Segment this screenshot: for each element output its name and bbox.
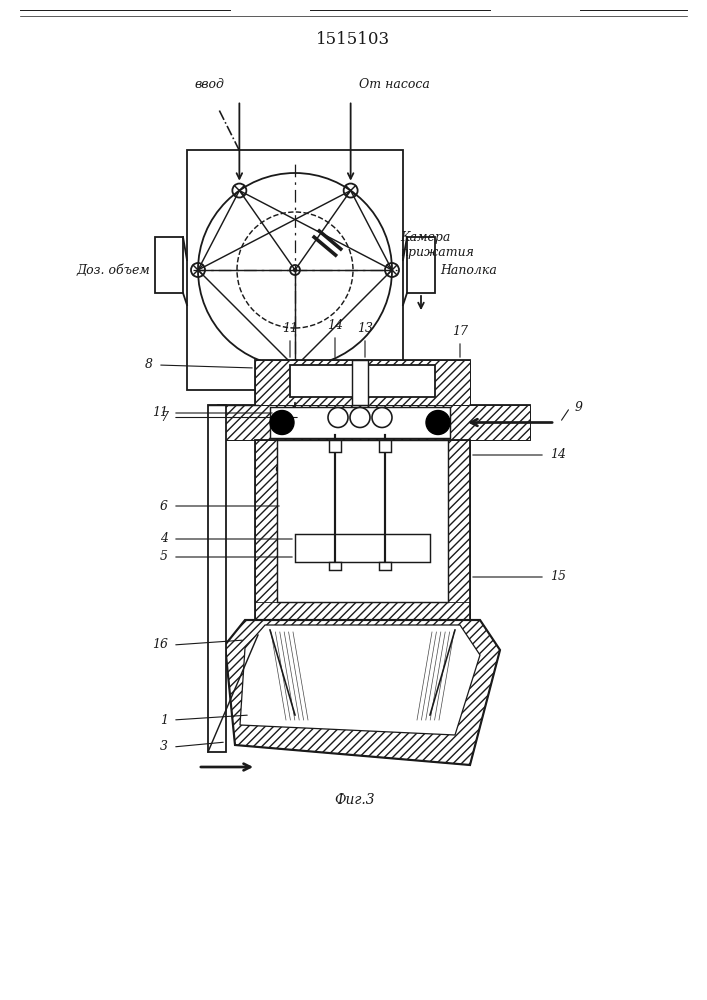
Bar <box>155 237 183 293</box>
Circle shape <box>372 408 392 428</box>
Text: 9: 9 <box>575 401 583 414</box>
Bar <box>352 360 368 405</box>
Circle shape <box>293 268 296 271</box>
Circle shape <box>426 410 450 434</box>
Text: 5: 5 <box>160 550 168 564</box>
Text: 11: 11 <box>282 322 298 335</box>
Text: Камера
прижатия: Камера прижатия <box>400 231 474 259</box>
Polygon shape <box>218 405 530 440</box>
Bar <box>270 407 450 438</box>
Text: 13: 13 <box>357 322 373 335</box>
Bar <box>187 150 403 390</box>
Bar <box>295 534 430 562</box>
Text: 11: 11 <box>152 406 168 420</box>
Polygon shape <box>240 625 480 735</box>
Text: Фиг.3: Фиг.3 <box>334 793 375 807</box>
Text: Фиг.2: Фиг.2 <box>275 463 315 477</box>
Text: 14: 14 <box>550 448 566 462</box>
Text: ввод: ввод <box>194 78 224 91</box>
Text: От насоса: От насоса <box>358 78 430 91</box>
Bar <box>329 562 341 570</box>
Polygon shape <box>255 602 470 620</box>
Polygon shape <box>295 534 430 562</box>
Text: Слив: Слив <box>303 442 336 454</box>
Bar <box>379 562 391 570</box>
Text: 17: 17 <box>452 325 468 338</box>
Polygon shape <box>225 620 500 765</box>
Text: 1: 1 <box>160 714 168 726</box>
Circle shape <box>270 410 294 434</box>
Circle shape <box>328 408 348 428</box>
Polygon shape <box>208 405 226 752</box>
Text: Доз. объем: Доз. объем <box>76 263 150 276</box>
Bar <box>290 365 435 397</box>
Bar <box>255 440 470 620</box>
Bar <box>255 360 470 405</box>
Bar <box>407 237 435 293</box>
Text: 3: 3 <box>160 740 168 754</box>
Circle shape <box>350 408 370 428</box>
Text: 8: 8 <box>145 359 153 371</box>
Polygon shape <box>255 440 277 620</box>
Polygon shape <box>255 360 470 405</box>
Text: 4: 4 <box>160 532 168 546</box>
Text: 6: 6 <box>160 499 168 512</box>
Text: 1515103: 1515103 <box>316 31 390 48</box>
Bar <box>379 440 391 452</box>
Text: 16: 16 <box>152 639 168 652</box>
Bar <box>218 405 530 440</box>
Polygon shape <box>448 440 470 620</box>
Text: 7: 7 <box>160 411 168 424</box>
Bar <box>329 440 341 452</box>
Text: 15: 15 <box>550 570 566 584</box>
Text: 14: 14 <box>327 319 343 332</box>
Text: Наполка: Наполка <box>440 263 497 276</box>
Bar <box>277 440 448 602</box>
